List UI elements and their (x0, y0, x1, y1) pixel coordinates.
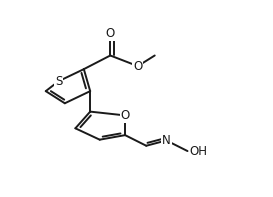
Text: O: O (133, 60, 143, 73)
Text: OH: OH (190, 145, 208, 158)
Text: O: O (120, 109, 130, 122)
Text: S: S (55, 75, 62, 88)
Text: N: N (162, 134, 171, 147)
Text: O: O (106, 27, 115, 40)
